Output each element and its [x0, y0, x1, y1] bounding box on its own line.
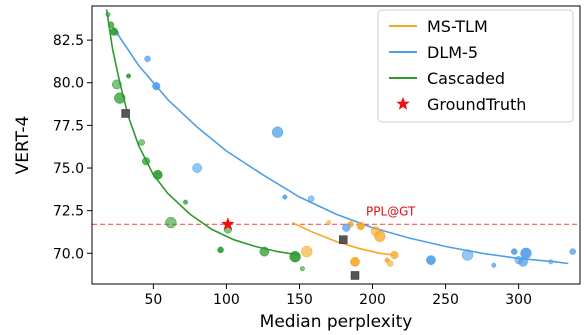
data-point-2-11 — [217, 246, 224, 254]
data-point-1-8 — [426, 255, 436, 265]
legend: MS-TLM DLM-5 Cascaded GroundTruth — [377, 9, 574, 123]
legend-label-2: Cascaded — [427, 69, 505, 88]
data-point-1-15 — [548, 259, 554, 265]
legend-label-0: MS-TLM — [427, 17, 488, 36]
data-point-0-8 — [350, 256, 360, 267]
data-point-1-4 — [271, 126, 284, 138]
data-point-1-16 — [569, 248, 576, 255]
legend-label-3: GroundTruth — [427, 95, 526, 114]
data-point-2-5 — [126, 73, 131, 79]
legend-box — [377, 9, 574, 123]
data-point-0-4 — [374, 230, 386, 242]
star-point-3-0 — [221, 217, 235, 230]
legend-star-3 — [396, 97, 410, 110]
y-tick-label-2: 75.0 — [53, 161, 84, 177]
y-axis-label: VERT-4 — [13, 116, 33, 175]
data-point-1-7 — [342, 223, 351, 232]
reference-line-label: PPL@GT — [366, 204, 416, 218]
data-point-1-11 — [511, 248, 518, 255]
data-point-0-9 — [301, 245, 313, 258]
x-tick-label-2: 150 — [286, 292, 313, 308]
data-point-2-8 — [152, 169, 163, 180]
data-point-0-0 — [326, 220, 332, 226]
data-point-0-6 — [386, 260, 394, 267]
x-tick-label-3: 200 — [359, 292, 386, 308]
data-point-2-7 — [142, 157, 151, 166]
x-axis: 50 100 150 200 250 300 — [144, 284, 532, 308]
data-point-2-6 — [138, 139, 145, 146]
fit-curve-1 — [111, 26, 569, 265]
data-point-2-0 — [105, 12, 111, 17]
data-point-1-5 — [282, 194, 288, 200]
box-marker-2 — [121, 109, 130, 118]
y-tick-label-4: 80.0 — [53, 76, 84, 92]
x-tick-label-1: 100 — [213, 292, 240, 308]
data-point-1-10 — [491, 262, 497, 268]
y-tick-label-3: 77.5 — [53, 118, 84, 134]
plot-frame — [91, 5, 581, 285]
box-marker-1 — [339, 235, 348, 244]
data-point-2-1 — [107, 21, 115, 29]
y-tick-label-0: 70.0 — [53, 246, 84, 262]
y-tick-label-1: 72.5 — [53, 204, 84, 220]
data-point-1-3 — [192, 163, 203, 173]
data-point-2-10 — [183, 199, 188, 205]
data-point-1-6 — [307, 195, 315, 202]
x-tick-label-4: 250 — [432, 292, 459, 308]
data-point-1-9 — [461, 249, 474, 261]
data-point-2-3 — [111, 79, 122, 90]
x-tick-label-5: 300 — [505, 292, 532, 308]
data-point-1-14 — [520, 247, 532, 259]
data-point-2-4 — [114, 92, 126, 104]
data-point-2-2 — [109, 27, 118, 36]
box-marker-0 — [350, 271, 360, 280]
y-tick-label-5: 82.5 — [53, 33, 84, 49]
data-point-0-2 — [356, 221, 365, 231]
data-point-1-1 — [144, 55, 151, 63]
data-point-2-13 — [259, 246, 270, 257]
data-point-2-15 — [299, 266, 305, 272]
data-point-2-9 — [165, 216, 177, 229]
y-axis: 70.0 72.5 75.0 77.5 80.0 82.5 — [53, 33, 92, 262]
x-tick-label-0: 50 — [144, 292, 162, 308]
x-axis-label: Median perplexity — [260, 312, 413, 332]
fit-curve-0 — [291, 221, 395, 256]
data-point-2-14 — [289, 251, 301, 263]
data-point-0-7 — [390, 250, 399, 260]
legend-label-1: DLM-5 — [427, 43, 478, 62]
data-point-1-2 — [152, 82, 161, 91]
data-points-layer — [105, 12, 576, 280]
